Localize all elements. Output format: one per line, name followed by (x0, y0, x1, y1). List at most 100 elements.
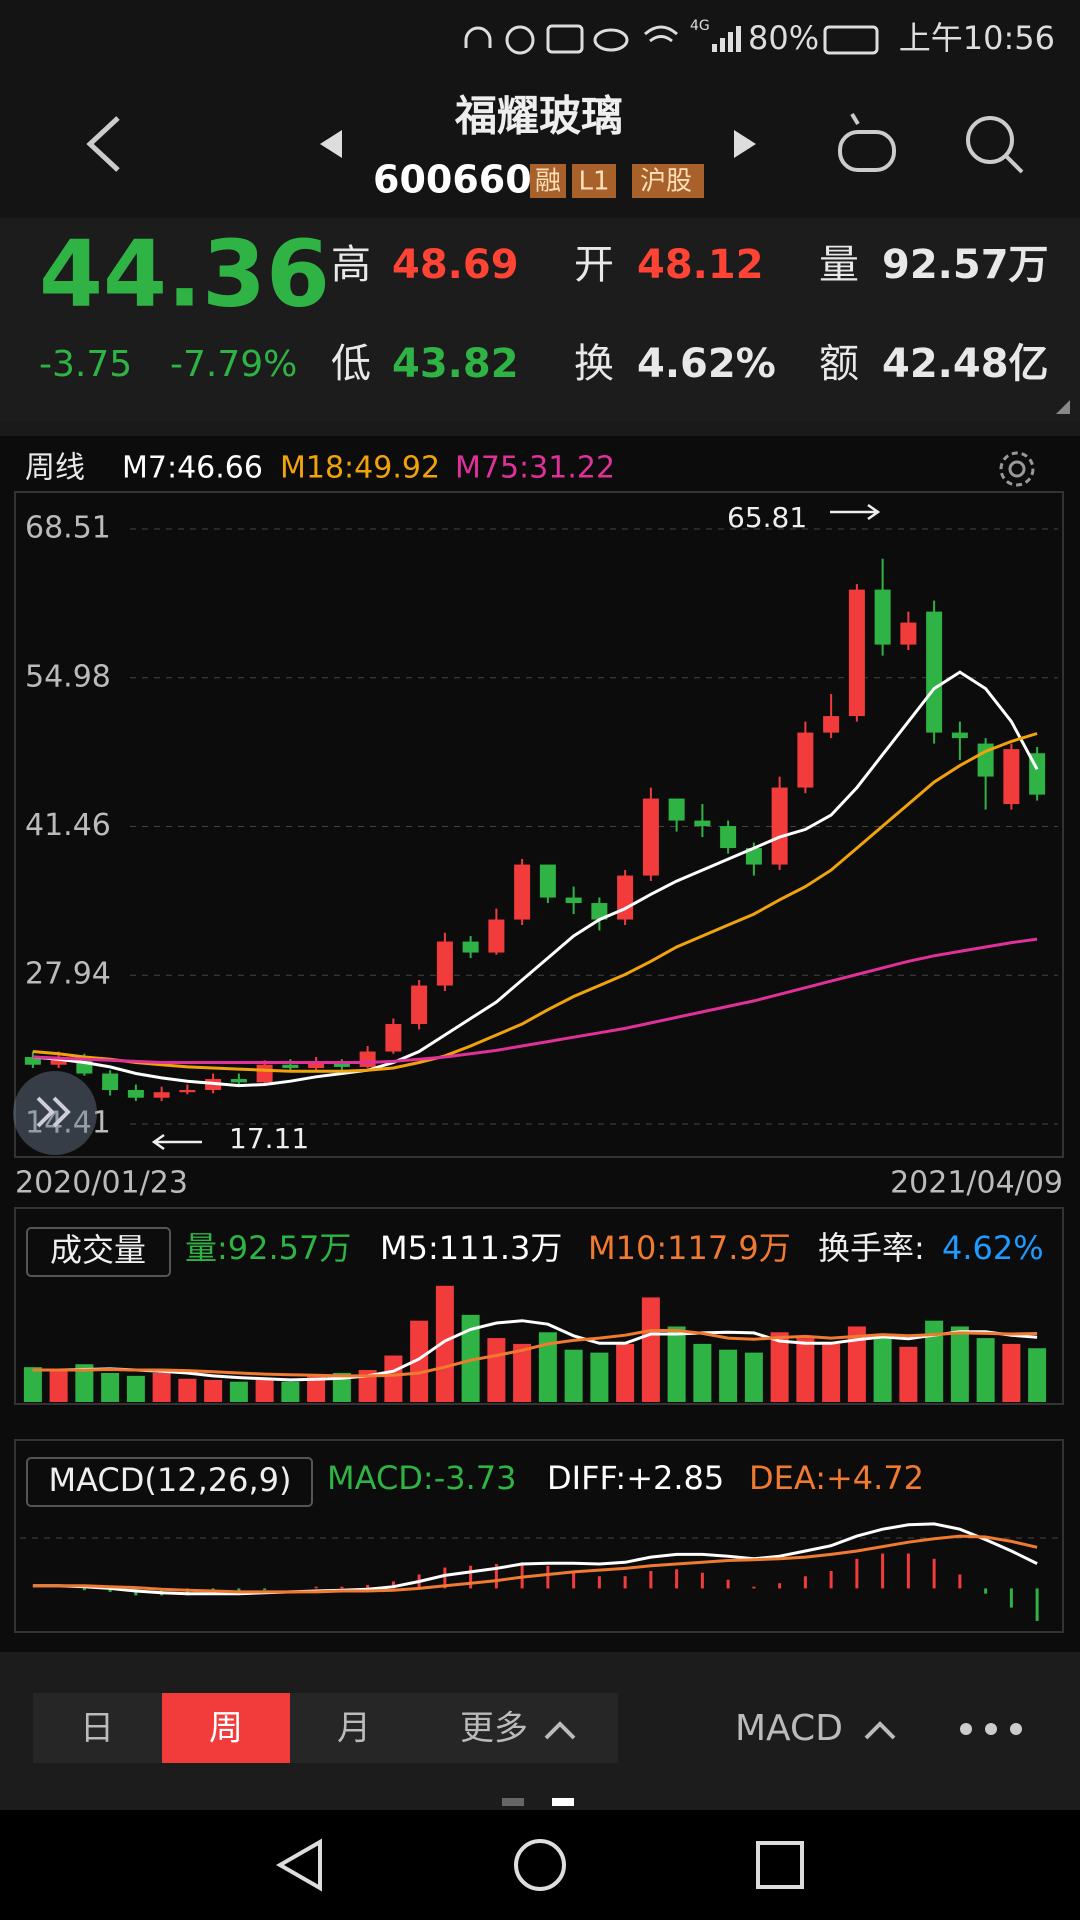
gear-inner (1008, 460, 1026, 478)
nav-bar (0, 1810, 1080, 1920)
eye-icon (593, 28, 629, 52)
candle-body (617, 875, 634, 920)
badge-text: 融 (535, 167, 561, 197)
collapse-chevrons (36, 1096, 71, 1128)
dot (960, 1723, 972, 1735)
search-button[interactable] (966, 116, 1024, 174)
candle-body (127, 1090, 144, 1098)
nav-back[interactable] (275, 1838, 322, 1892)
wifi-icon (644, 25, 678, 43)
volume-value: 量:92.57万 (185, 1229, 351, 1267)
legend-entry: M5:111.3万 (380, 1229, 562, 1267)
volume-frame (14, 1207, 1064, 1405)
volume-bar (307, 1375, 326, 1402)
max-arrow (830, 503, 881, 521)
volume-bar (925, 1320, 944, 1402)
volume-bar (847, 1326, 866, 1402)
more-menu[interactable] (960, 1723, 1022, 1735)
stat-label: 额 (819, 341, 859, 387)
volume-title-box[interactable] (26, 1227, 171, 1277)
stat-label: 换 (574, 341, 614, 387)
candle-body (848, 589, 865, 717)
search-handle (1004, 154, 1024, 174)
badge (530, 164, 566, 198)
robot-button[interactable] (838, 112, 896, 172)
volume-bar (23, 1367, 42, 1402)
volume-bar (75, 1364, 94, 1402)
network-type: 4G (690, 18, 710, 34)
macd-title: MACD(12,26,9) (48, 1461, 291, 1499)
macd-chart (32, 1522, 1039, 1621)
candle-body (823, 716, 840, 733)
legend-entry: M10:117.9万 (588, 1229, 791, 1267)
y-tick-label: 68.51 (25, 511, 111, 546)
volume-bar (255, 1378, 274, 1402)
turnover-label: 换手率: (818, 1229, 925, 1267)
tab[interactable]: 日 (80, 1709, 114, 1749)
candle-body (333, 1062, 350, 1067)
volume-bar (770, 1332, 789, 1402)
stat-value: 48.69 (392, 242, 519, 288)
macd-title-box[interactable] (26, 1457, 313, 1507)
indicator-line (32, 1534, 1038, 1594)
volume-bar (281, 1381, 300, 1402)
candle-body (514, 864, 531, 920)
volume-bar (822, 1343, 841, 1402)
candle-body (539, 864, 556, 898)
end-date: 2021/04/09 (890, 1166, 1063, 1201)
candle-body (282, 1064, 299, 1069)
price-change: -3.75 (39, 344, 132, 385)
battery-icon (823, 25, 879, 55)
candle-body (308, 1062, 325, 1069)
clock: 上午10:56 (899, 19, 1055, 57)
nav-home[interactable] (514, 1839, 566, 1891)
macd-frame (14, 1439, 1064, 1633)
page-dot (552, 1798, 574, 1806)
search-icon (966, 116, 1014, 164)
volume-bar (641, 1297, 660, 1402)
macd-value: MACD:-3.73 (327, 1459, 517, 1497)
tab[interactable]: 月 (337, 1709, 371, 1749)
candle-body (694, 820, 711, 827)
settings-button[interactable] (999, 451, 1035, 487)
separator (0, 422, 1080, 436)
candle-body (385, 1024, 402, 1052)
headset-icon (464, 26, 492, 48)
volume-bar (538, 1332, 557, 1402)
legend-entry: M18:49.92 (280, 451, 440, 486)
nav-recent[interactable] (756, 1841, 804, 1889)
volume-bar (332, 1372, 351, 1402)
candle-body (462, 941, 479, 953)
stat-value: 4.62% (637, 341, 776, 387)
expand-corner[interactable] (1056, 400, 1070, 414)
tab[interactable]: 周 (209, 1709, 243, 1749)
candle-body (951, 732, 968, 739)
volume-bar (796, 1338, 815, 1402)
collapse-button[interactable] (13, 1071, 97, 1155)
period-label: 周线 (25, 451, 85, 486)
candle-body (102, 1073, 119, 1091)
candle-body (874, 589, 891, 645)
prev-stock[interactable] (320, 130, 342, 158)
back-button[interactable] (86, 116, 120, 172)
candle-body (179, 1090, 196, 1093)
candle-body (230, 1079, 247, 1083)
chart-frame (14, 491, 1064, 1158)
stat-label: 开 (574, 242, 614, 288)
indicator-chevron (864, 1721, 896, 1740)
candle-body (565, 897, 582, 904)
next-stock[interactable] (734, 130, 756, 158)
legend-entry: DIFF:+2.85 (547, 1459, 724, 1497)
volume-bar (693, 1343, 712, 1402)
price-change-percent: -7.79% (170, 344, 297, 385)
badge-text: 沪股 (640, 167, 692, 197)
indicator-select[interactable]: MACD (735, 1708, 843, 1749)
turnover-value: 4.62% (942, 1229, 1044, 1267)
tab[interactable]: 更多 (460, 1709, 528, 1749)
robot-antenna (850, 112, 860, 126)
signal-bar (728, 32, 733, 52)
volume-bar (384, 1355, 403, 1402)
battery-level: 80% (748, 19, 819, 57)
signal-bar (712, 44, 717, 52)
